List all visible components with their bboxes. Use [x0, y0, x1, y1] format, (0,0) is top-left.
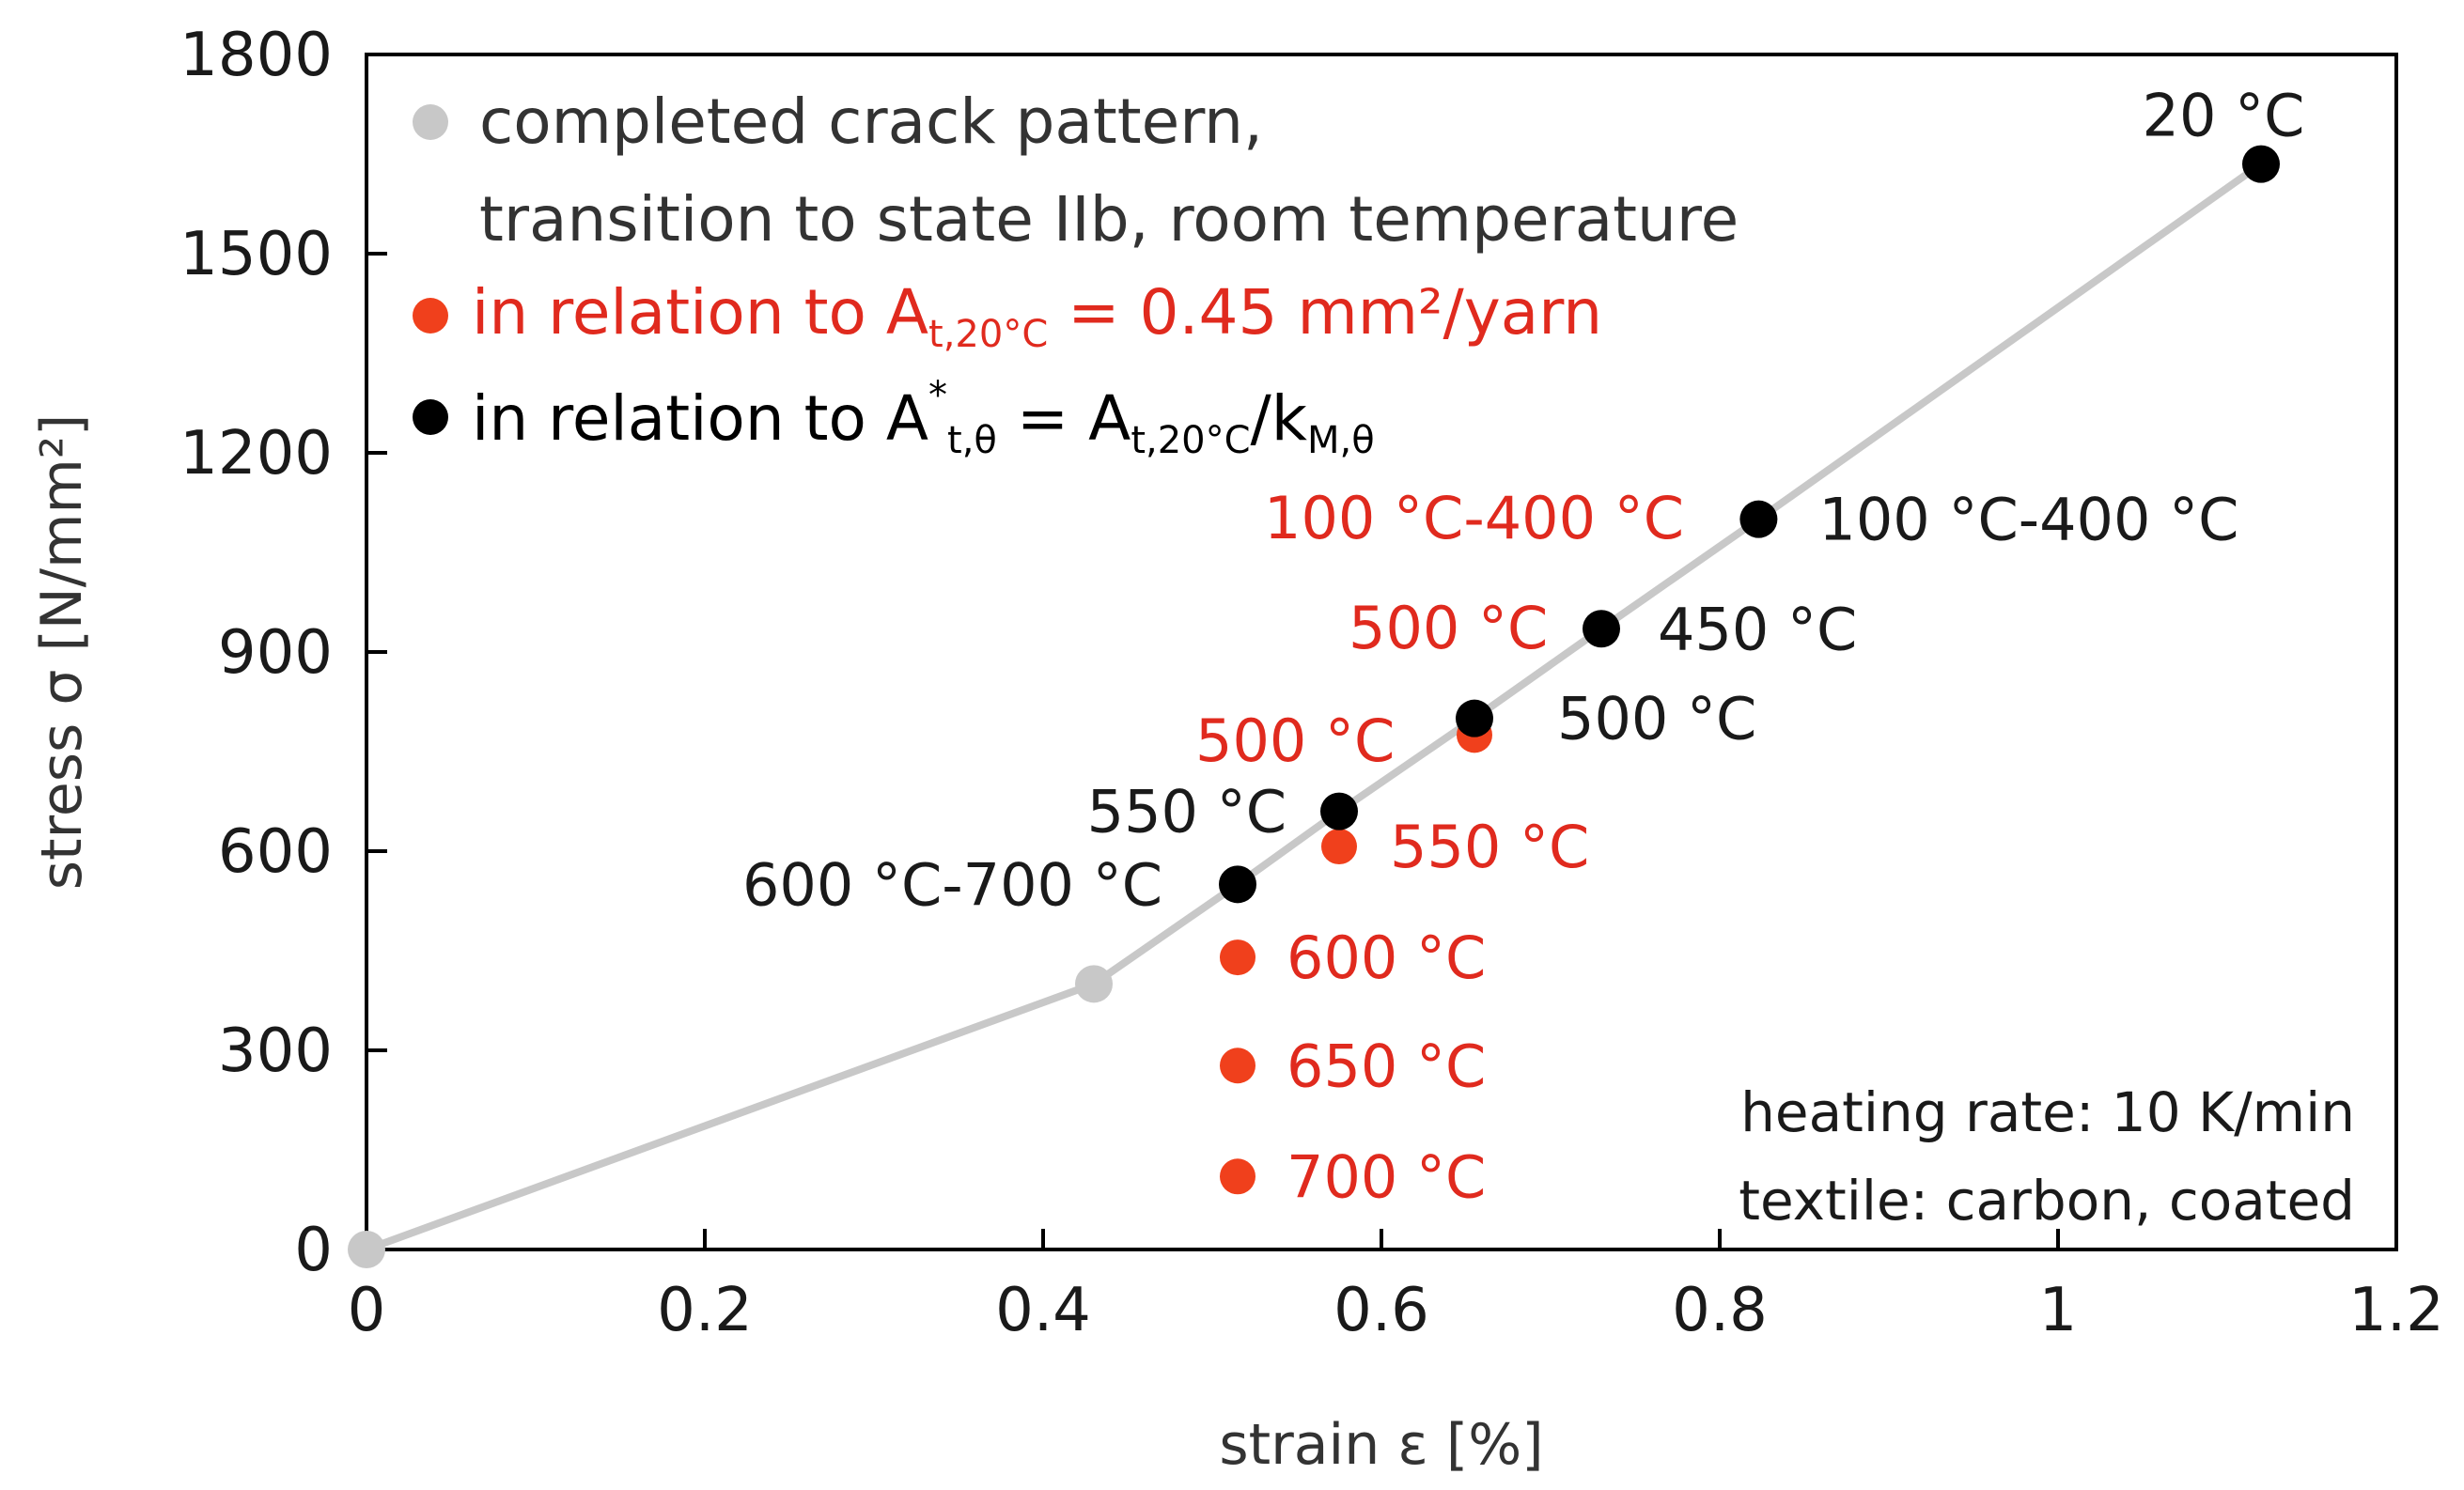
- y-tick-label: 1500: [179, 220, 333, 289]
- black-data-point: [1219, 865, 1256, 904]
- annotation-red-500-a: 500 °C: [1349, 594, 1548, 662]
- y-tick-label: 1800: [179, 21, 333, 90]
- legend-black-mid2: /k: [1251, 382, 1308, 455]
- y-axis-title: stress σ [N/mm²]: [29, 414, 95, 891]
- note-textile: textile: carbon, coated: [1739, 1169, 2355, 1233]
- x-tick-label: 0.6: [1333, 1276, 1429, 1345]
- gray-data-point: [1075, 965, 1113, 1003]
- black-point-label: 550 °C: [1087, 778, 1287, 846]
- red-point-label: 600 °C: [1287, 923, 1486, 992]
- x-tick-label: 0: [348, 1276, 386, 1345]
- red-data-point: [1220, 939, 1255, 976]
- x-tick-label: 1.2: [2348, 1276, 2444, 1345]
- legend-black-sub2: t,20°C: [1131, 419, 1250, 462]
- x-axis-title: strain ε [%]: [1219, 1412, 1543, 1478]
- series-line: [365, 161, 2264, 1253]
- legend-marker-gray: [413, 104, 448, 140]
- annotation-red-500-b: 500 °C: [1195, 706, 1395, 775]
- gray-data-point: [348, 1231, 385, 1268]
- black-point-label: 100 °C-400 °C: [1818, 486, 2238, 554]
- axes: 0 300 600 900 1200 1500 1800 0 0.2 0.4 0.6 0.8 1 1.2: [179, 21, 2444, 1345]
- y-tick-label: 300: [218, 1017, 333, 1086]
- legend-gray-line1: completed crack pattern,: [479, 85, 1263, 158]
- black-data-point: [2242, 145, 2280, 183]
- legend-black-prefix: in relation to A: [472, 382, 928, 455]
- x-tick-label: 0.2: [657, 1276, 753, 1345]
- black-point-label: 600 °C-700 °C: [742, 850, 1162, 919]
- black-data-point: [1320, 792, 1358, 830]
- legend-black-sup: *: [928, 374, 947, 417]
- legend-red-suffix: = 0.45 mm²/yarn: [1048, 276, 1602, 349]
- data-points: 550 °C 600 °C 650 °C 700 °C 20 °C 100 °C-400 …: [348, 82, 2304, 1268]
- legend-black-sub1: t,θ: [947, 419, 997, 462]
- red-point-label: 550 °C: [1390, 813, 1589, 881]
- red-data-point: [1220, 1048, 1255, 1084]
- black-point-label: 450 °C: [1658, 595, 1857, 663]
- legend-black-entry: in relation to A*t,θ = At,20°C/kM,θ: [472, 374, 1375, 462]
- legend-marker-red: [413, 298, 448, 334]
- black-data-point: [1739, 500, 1778, 538]
- y-tick-label: 600: [218, 817, 333, 887]
- legend-red-sub: t,20°C: [928, 313, 1048, 356]
- black-data-point: [1456, 699, 1493, 737]
- legend-red-entry: in relation to At,20°C = 0.45 mm²/yarn: [472, 276, 1602, 356]
- y-tick-label: 0: [294, 1216, 333, 1285]
- red-data-point: [1220, 1158, 1255, 1195]
- x-tick-label: 0.8: [1672, 1276, 1768, 1345]
- series-line-path: [365, 161, 2264, 1253]
- legend-black-sub3: M,θ: [1307, 419, 1375, 462]
- legend: completed crack pattern, transition to s…: [413, 85, 1739, 462]
- red-data-point: [1321, 829, 1357, 865]
- legend-marker-black: [413, 399, 448, 435]
- x-tick-label: 1: [2039, 1276, 2078, 1345]
- black-point-label: 500 °C: [1557, 685, 1756, 753]
- red-point-label: 700 °C: [1287, 1142, 1486, 1211]
- legend-black-mid: = A: [997, 382, 1131, 455]
- note-heating-rate: heating rate: 10 K/min: [1740, 1080, 2355, 1144]
- black-point-label: 20 °C: [2143, 82, 2305, 150]
- legend-red-prefix: in relation to A: [472, 276, 928, 349]
- annotation-red-100-400: 100 °C-400 °C: [1264, 484, 1684, 552]
- y-tick-label: 900: [218, 618, 333, 688]
- legend-gray-line2: transition to state IIb, room temperatur…: [479, 183, 1739, 256]
- red-point-label: 650 °C: [1287, 1032, 1486, 1100]
- black-data-point: [1583, 610, 1620, 648]
- y-tick-label: 1200: [179, 419, 333, 489]
- x-tick-label: 0.4: [995, 1276, 1091, 1345]
